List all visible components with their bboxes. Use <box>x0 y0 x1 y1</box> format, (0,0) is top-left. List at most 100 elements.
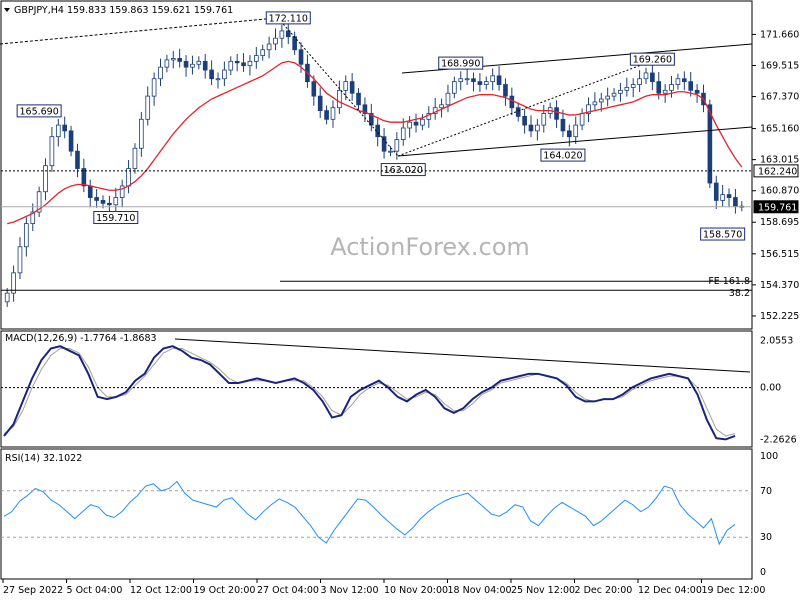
pivot-label-box <box>540 148 586 162</box>
rsi-panel <box>0 448 753 580</box>
candle-body <box>190 63 195 68</box>
macd-tick-label: 2.0553 <box>760 335 793 346</box>
candle-body <box>317 95 323 112</box>
candle-body <box>458 78 464 83</box>
candle-body <box>254 55 259 62</box>
price-tick-label: 163.015 <box>760 155 799 166</box>
time-axis: 27 Sep 2022 5 Oct 04:00 12 Oct 12:00 19 Oct… <box>2 579 765 596</box>
trend-line <box>397 126 753 157</box>
candle-body <box>573 124 579 138</box>
candle-body <box>183 60 189 68</box>
candle-body <box>605 95 610 100</box>
candle-body <box>139 118 144 149</box>
candle-body <box>94 197 99 201</box>
candle-body <box>273 37 278 45</box>
candle-body <box>87 185 93 198</box>
candle-body <box>285 30 291 38</box>
price-tick-label: 152.225 <box>760 311 799 322</box>
macd-trend-line <box>174 338 751 373</box>
pivot-label-box <box>265 11 311 25</box>
time-tick-label: 19 Oct 20:00 <box>194 585 256 596</box>
candle-body <box>196 60 202 65</box>
candle-body <box>400 127 406 140</box>
rsi-series-line <box>3 480 736 546</box>
pivot-label: 164.020 <box>543 151 582 162</box>
price-tick-label: 167.370 <box>760 92 799 103</box>
time-tick-label: 27 Sep 2022 <box>3 585 63 596</box>
candle-body <box>132 147 138 169</box>
candle-body <box>445 92 451 106</box>
candle-body <box>107 202 112 206</box>
candle-body <box>62 124 68 132</box>
candle-body <box>464 78 470 81</box>
candle-body <box>100 200 106 204</box>
candle-body <box>292 36 297 51</box>
time-tick-label: 3 Nov 12:00 <box>321 585 379 596</box>
price-tick-label: 158.695 <box>760 217 799 228</box>
macd-title: MACD(12,26,9) -1.7764 -1.8683 <box>5 333 157 344</box>
candle-body <box>650 72 655 83</box>
time-tick-label: 12 Oct 12:00 <box>130 585 192 596</box>
trend-line <box>397 57 661 157</box>
pivot-label: 165.690 <box>19 106 58 117</box>
candle-body <box>413 121 419 126</box>
candle-body <box>662 89 668 94</box>
candle-body <box>311 81 317 97</box>
candle-body <box>483 81 489 85</box>
pivot-label: 168.990 <box>441 59 480 70</box>
candle-body <box>119 185 125 198</box>
candle-body <box>477 81 483 85</box>
moving-average <box>7 60 743 225</box>
rsi-axis: 100 70 30 0 <box>1 451 778 578</box>
candle-body <box>177 58 182 62</box>
candle-body <box>733 197 738 207</box>
candle-body <box>298 49 304 65</box>
macd-panel <box>0 330 753 448</box>
candle-body <box>222 69 227 80</box>
candle-body <box>202 60 208 71</box>
pivot-label: 159.710 <box>96 213 135 224</box>
candle-body <box>541 113 547 126</box>
time-tick-label: 10 Nov 20:00 <box>384 585 448 596</box>
level-lines: 162.240 159.761 <box>1 164 799 291</box>
candle-body <box>675 78 681 85</box>
candle-body <box>75 150 80 169</box>
candle-body <box>209 69 214 80</box>
price-tick-label: 165.160 <box>760 124 799 135</box>
candle-body <box>362 104 368 114</box>
retrace-label: 38.2 <box>729 288 750 299</box>
candle-body <box>17 246 23 274</box>
candle-body <box>694 89 700 94</box>
candle-body <box>452 81 457 94</box>
pivot-label: 172.110 <box>269 13 308 24</box>
candle-body <box>356 92 361 106</box>
candle-body <box>55 124 61 138</box>
candle-body <box>669 84 674 91</box>
pivot-label-box <box>700 227 746 241</box>
price-tick-label: 156.515 <box>760 249 799 260</box>
pivot-label-box <box>438 56 484 70</box>
price-tick-label: 171.660 <box>760 29 799 40</box>
candle-body <box>490 75 495 83</box>
price-tag-box <box>753 164 799 178</box>
pivot-label-box <box>629 52 675 66</box>
pivot-label: 158.570 <box>703 230 742 241</box>
candle-body <box>170 58 176 61</box>
price-tag: 162.240 <box>758 166 797 177</box>
price-axis: 171.660 169.515 167.370 165.160 163.015 160.8… <box>752 29 799 322</box>
pivot-label: 163.020 <box>384 165 423 176</box>
time-tick-label: 2 Dec 20:00 <box>575 585 633 596</box>
candle-body <box>598 98 604 103</box>
macd-tick-label: 0.00 <box>760 383 781 394</box>
candle-body <box>496 75 502 85</box>
candle-body <box>611 92 617 97</box>
candle-body <box>215 78 221 81</box>
candle-body <box>337 89 342 109</box>
candle-body <box>145 95 151 120</box>
candle-body <box>30 211 36 224</box>
candle-body <box>503 84 508 97</box>
candle-body <box>368 113 374 126</box>
triangle-icon <box>4 8 10 12</box>
candle-body <box>720 194 725 201</box>
